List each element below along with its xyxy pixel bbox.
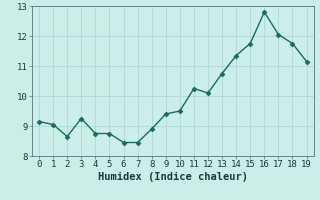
X-axis label: Humidex (Indice chaleur): Humidex (Indice chaleur) (98, 172, 248, 182)
